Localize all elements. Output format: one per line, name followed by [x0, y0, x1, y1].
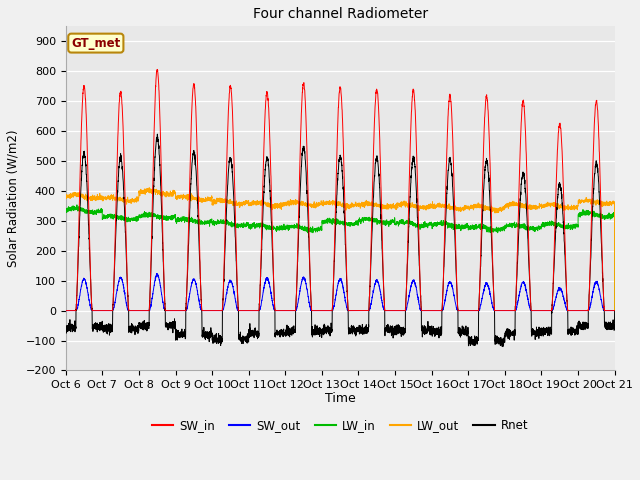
- Line: SW_out: SW_out: [66, 274, 614, 311]
- Rnet: [499, 344, 507, 349]
- Rnet: [433, 331, 441, 337]
- LW_out: [611, 308, 618, 313]
- SW_out: [153, 271, 161, 276]
- Rnet: [611, 327, 618, 333]
- LW_in: [611, 308, 618, 313]
- LW_in: [161, 216, 168, 222]
- X-axis label: Time: Time: [324, 392, 356, 405]
- Rnet: [62, 325, 70, 331]
- LW_in: [73, 202, 81, 208]
- Rnet: [463, 329, 471, 335]
- Text: GT_met: GT_met: [71, 36, 120, 49]
- Y-axis label: Solar Radiation (W/m2): Solar Radiation (W/m2): [7, 130, 20, 267]
- SW_in: [463, 308, 471, 313]
- LW_in: [62, 207, 70, 213]
- SW_in: [610, 308, 618, 313]
- Rnet: [320, 325, 328, 331]
- SW_out: [320, 308, 328, 313]
- SW_out: [611, 308, 618, 313]
- LW_out: [62, 193, 70, 199]
- Line: LW_out: LW_out: [66, 188, 614, 311]
- SW_out: [161, 306, 168, 312]
- SW_in: [154, 67, 161, 72]
- SW_in: [495, 308, 502, 313]
- SW_out: [610, 308, 618, 313]
- Rnet: [161, 292, 168, 298]
- LW_in: [433, 221, 441, 227]
- Rnet: [154, 131, 161, 137]
- LW_in: [610, 210, 618, 216]
- LW_out: [610, 199, 618, 205]
- SW_out: [463, 308, 471, 313]
- Line: Rnet: Rnet: [66, 134, 614, 347]
- Title: Four channel Radiometer: Four channel Radiometer: [253, 7, 428, 21]
- LW_out: [320, 200, 328, 205]
- Rnet: [495, 339, 502, 345]
- SW_in: [161, 294, 168, 300]
- SW_in: [433, 308, 441, 313]
- Rnet: [611, 308, 618, 313]
- Line: SW_in: SW_in: [66, 70, 614, 311]
- LW_out: [145, 185, 153, 191]
- SW_out: [433, 308, 441, 313]
- LW_in: [463, 224, 471, 229]
- Legend: SW_in, SW_out, LW_in, LW_out, Rnet: SW_in, SW_out, LW_in, LW_out, Rnet: [147, 414, 533, 437]
- LW_in: [495, 227, 502, 233]
- LW_out: [495, 207, 502, 213]
- Line: LW_in: LW_in: [66, 205, 614, 311]
- SW_in: [611, 308, 618, 313]
- LW_in: [320, 219, 328, 225]
- SW_out: [62, 308, 70, 313]
- LW_out: [161, 190, 168, 196]
- SW_in: [320, 308, 328, 313]
- LW_out: [433, 203, 441, 209]
- SW_out: [495, 308, 502, 313]
- LW_out: [463, 204, 471, 210]
- SW_in: [62, 308, 70, 313]
